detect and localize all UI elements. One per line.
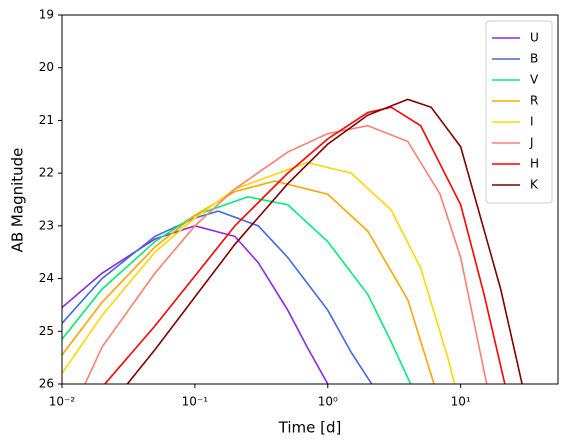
legend-label: J bbox=[529, 136, 534, 150]
legend-label: V bbox=[530, 73, 539, 87]
y-tick-label: 21 bbox=[39, 113, 54, 127]
legend-label: H bbox=[530, 157, 539, 171]
x-axis-label: Time [d] bbox=[278, 419, 342, 437]
legend-label: U bbox=[530, 31, 539, 45]
legend-label: K bbox=[530, 178, 539, 192]
series-line bbox=[104, 106, 506, 384]
y-axis-label: AB Magnitude bbox=[9, 148, 27, 253]
y-tick-label: 22 bbox=[39, 166, 54, 180]
x-tick-label: 10⁻² bbox=[49, 395, 76, 409]
x-tick-label: 10¹ bbox=[451, 395, 471, 409]
x-tick-label: 10⁰ bbox=[318, 395, 338, 409]
series-line bbox=[62, 225, 329, 384]
legend-label: B bbox=[530, 52, 538, 66]
plot-area bbox=[62, 98, 523, 384]
x-tick-label: 10⁻¹ bbox=[182, 395, 209, 409]
plot-frame bbox=[61, 14, 559, 385]
y-tick-label: 20 bbox=[39, 60, 54, 74]
legend-label: R bbox=[530, 94, 538, 108]
y-tick-label: 26 bbox=[39, 377, 54, 391]
legend-box bbox=[485, 20, 553, 204]
y-tick-label: 19 bbox=[39, 8, 54, 22]
series-line bbox=[126, 98, 523, 384]
series-line bbox=[62, 161, 456, 384]
y-tick-label: 23 bbox=[39, 218, 54, 232]
legend-label: I bbox=[530, 115, 534, 129]
series-line bbox=[62, 180, 435, 384]
series-line bbox=[84, 124, 488, 384]
y-tick-label: 25 bbox=[39, 324, 54, 338]
series-line bbox=[62, 196, 412, 384]
series-line bbox=[62, 210, 373, 384]
y-tick-label: 24 bbox=[39, 271, 54, 285]
